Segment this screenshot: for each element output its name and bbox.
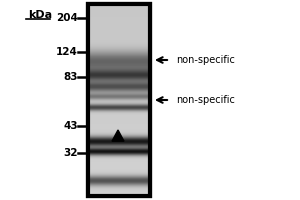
- Text: 43: 43: [63, 121, 78, 131]
- Text: non-specific: non-specific: [176, 55, 235, 65]
- Polygon shape: [112, 130, 124, 141]
- Text: non-specific: non-specific: [176, 95, 235, 105]
- Text: 124: 124: [56, 47, 78, 57]
- Text: 204: 204: [56, 13, 78, 23]
- Text: 83: 83: [64, 72, 78, 82]
- Text: kDa: kDa: [28, 10, 52, 20]
- Bar: [88, 4, 150, 196]
- Text: 32: 32: [64, 148, 78, 158]
- Bar: [88, 4, 150, 196]
